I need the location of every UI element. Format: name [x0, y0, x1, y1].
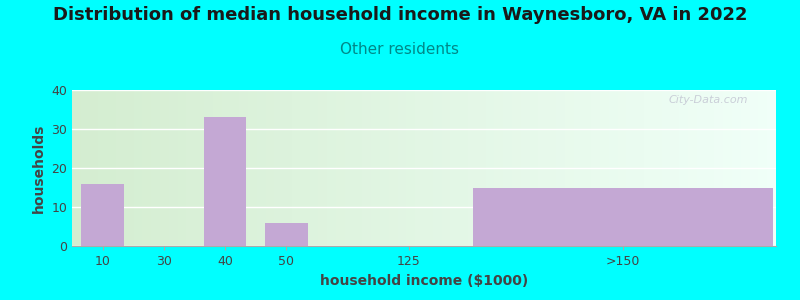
Bar	[169, 86, 178, 246]
Bar	[116, 86, 125, 246]
Bar	[591, 86, 600, 246]
Bar	[415, 86, 424, 246]
Bar	[697, 86, 706, 246]
Bar	[653, 86, 662, 246]
Bar	[98, 86, 107, 246]
Bar	[107, 86, 116, 246]
Bar	[644, 86, 653, 246]
Bar	[265, 223, 308, 246]
Text: Distribution of median household income in Waynesboro, VA in 2022: Distribution of median household income …	[53, 6, 747, 24]
Bar	[706, 86, 714, 246]
Bar	[142, 86, 151, 246]
Bar	[679, 86, 688, 246]
Bar	[468, 86, 477, 246]
Bar	[178, 86, 186, 246]
Bar	[600, 86, 609, 246]
Bar	[204, 117, 246, 246]
Bar	[204, 86, 213, 246]
Bar	[406, 86, 415, 246]
Bar	[81, 184, 124, 246]
Bar	[635, 86, 644, 246]
Bar	[670, 86, 679, 246]
Bar	[345, 86, 354, 246]
Bar	[222, 86, 230, 246]
Bar	[380, 86, 389, 246]
Bar	[741, 86, 750, 246]
Bar	[160, 86, 169, 246]
Bar	[72, 86, 81, 246]
Bar	[292, 86, 301, 246]
Bar	[758, 86, 767, 246]
Bar	[81, 86, 90, 246]
Bar	[90, 86, 98, 246]
Bar	[503, 86, 512, 246]
Bar	[257, 86, 266, 246]
Bar	[318, 86, 327, 246]
Bar	[521, 86, 530, 246]
Bar	[512, 86, 521, 246]
Bar	[248, 86, 257, 246]
Bar	[213, 86, 222, 246]
Bar	[362, 86, 371, 246]
Bar	[547, 86, 556, 246]
Bar	[618, 86, 626, 246]
Bar	[195, 86, 204, 246]
Bar	[609, 86, 618, 246]
Bar	[125, 86, 134, 246]
Bar	[389, 86, 398, 246]
Bar	[354, 86, 362, 246]
Bar	[582, 86, 591, 246]
Bar	[662, 86, 670, 246]
Bar	[732, 86, 741, 246]
Bar	[723, 86, 732, 246]
Bar	[301, 86, 310, 246]
Bar	[626, 86, 635, 246]
Text: City-Data.com: City-Data.com	[668, 95, 748, 105]
Bar	[530, 86, 538, 246]
Bar	[556, 86, 565, 246]
Bar	[486, 86, 494, 246]
Bar	[574, 86, 582, 246]
Bar	[494, 86, 503, 246]
Bar	[336, 86, 345, 246]
Bar	[134, 86, 142, 246]
Bar	[565, 86, 574, 246]
Bar	[442, 86, 450, 246]
Bar	[186, 86, 195, 246]
Bar	[310, 86, 318, 246]
Bar	[230, 86, 239, 246]
Bar	[274, 86, 283, 246]
Bar	[398, 86, 406, 246]
Bar	[688, 86, 697, 246]
Bar	[371, 86, 380, 246]
Bar	[459, 86, 468, 246]
Text: Other residents: Other residents	[341, 42, 459, 57]
Bar	[424, 86, 433, 246]
Bar	[767, 86, 776, 246]
Bar	[450, 86, 459, 246]
Bar	[538, 86, 547, 246]
Y-axis label: households: households	[32, 123, 46, 213]
Bar	[239, 86, 248, 246]
Bar	[327, 86, 336, 246]
Bar	[473, 188, 773, 246]
Bar	[714, 86, 723, 246]
Bar	[433, 86, 442, 246]
Bar	[477, 86, 486, 246]
Bar	[750, 86, 758, 246]
Bar	[476, 188, 770, 246]
Bar	[151, 86, 160, 246]
Bar	[266, 86, 274, 246]
X-axis label: household income ($1000): household income ($1000)	[320, 274, 528, 288]
Bar	[283, 86, 292, 246]
